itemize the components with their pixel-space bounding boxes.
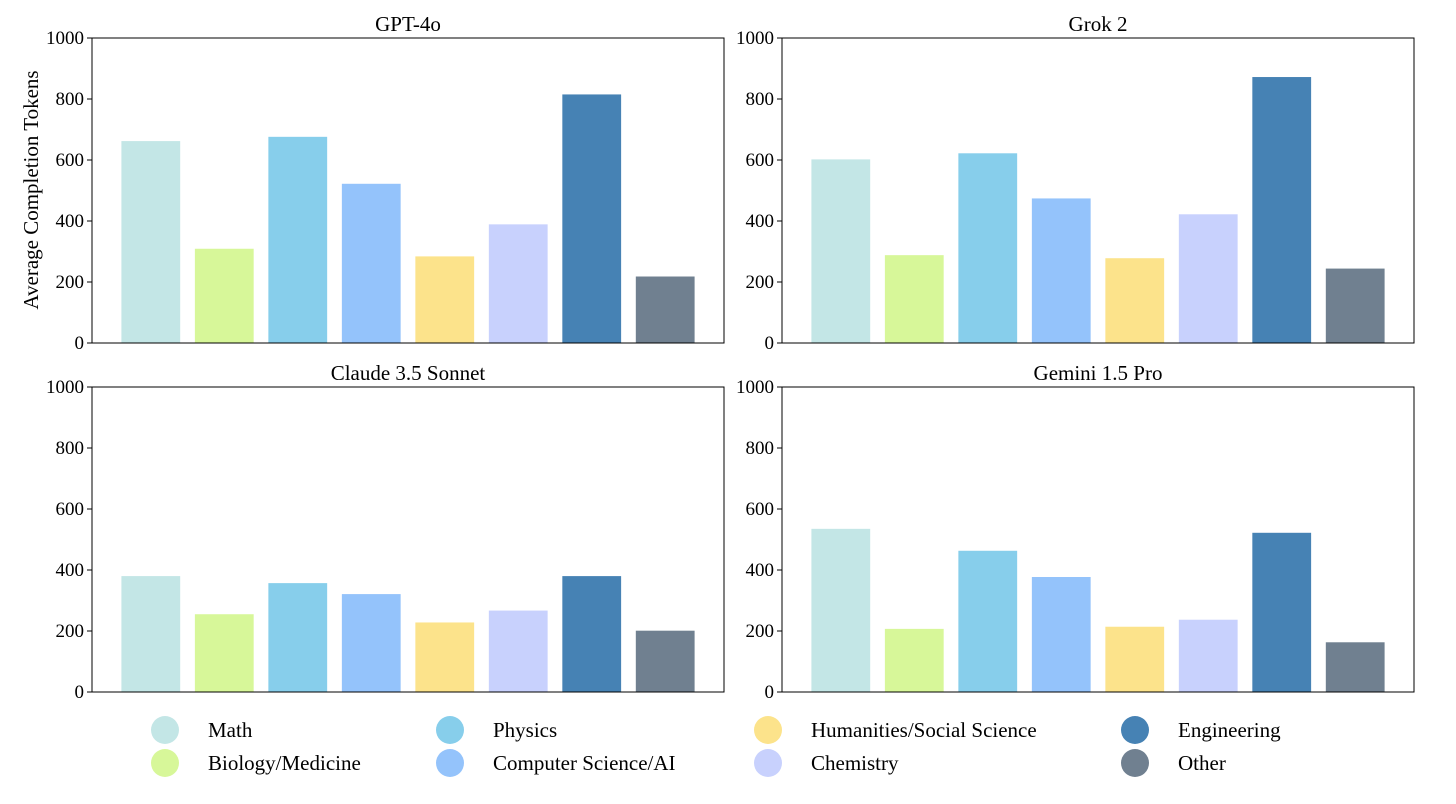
bar-chemistry	[1178, 619, 1238, 692]
y-tick-label: 600	[746, 499, 775, 520]
panel-claude-3-5-sonnet: 0 200 400 600 800 1000 Claude 3.5 Sonnet	[46, 361, 725, 703]
legend-item-other: Other	[1121, 749, 1226, 777]
bar-physics	[268, 583, 328, 692]
chart-title: GPT-4o	[375, 12, 441, 36]
legend-label: Math	[208, 718, 253, 742]
bar-math	[121, 141, 181, 343]
bar-chemistry	[488, 224, 548, 343]
y-tick-label: 200	[746, 621, 775, 642]
bar-biology-medicine	[194, 248, 254, 343]
bar-computer-science-ai	[341, 594, 401, 692]
bar-physics	[958, 550, 1018, 692]
legend-swatch	[436, 716, 464, 744]
legend-label: Engineering	[1178, 718, 1281, 742]
y-axis-label: Average Completion Tokens	[19, 70, 43, 309]
bar-engineering	[1252, 532, 1312, 692]
legend-swatch	[754, 749, 782, 777]
y-tick-label: 400	[56, 211, 85, 232]
bar-engineering	[1252, 77, 1312, 343]
plot-frame	[91, 37, 725, 344]
bar-other	[1325, 642, 1385, 692]
legend-item-computer-science-ai: Computer Science/AI	[436, 749, 676, 777]
y-tick-label: 600	[56, 499, 85, 520]
legend-label: Physics	[493, 718, 557, 742]
bar-engineering	[562, 94, 622, 344]
bar-other	[1325, 268, 1385, 343]
legend-label: Other	[1178, 751, 1226, 775]
y-tick-label: 400	[746, 211, 775, 232]
plot-frame	[781, 386, 1415, 693]
bar-computer-science-ai	[1031, 577, 1091, 692]
y-tick-label: 200	[56, 621, 85, 642]
legend-swatch	[151, 716, 179, 744]
legend-swatch	[754, 716, 782, 744]
y-tick-label: 600	[746, 150, 775, 171]
y-tick-label: 1000	[46, 377, 84, 398]
y-tick-label: 800	[746, 89, 775, 110]
y-tick-label: 1000	[736, 377, 774, 398]
panel-gpt-4o: 0 200 400 600 800 1000 GPT-4o	[46, 12, 725, 354]
bar-chemistry	[1178, 214, 1238, 343]
plot-frame	[781, 37, 1415, 344]
bar-math	[811, 528, 871, 692]
legend-item-chemistry: Chemistry	[754, 749, 899, 777]
bar-humanities-social-science	[1105, 258, 1165, 343]
y-tick-label: 0	[75, 682, 85, 703]
legend-item-engineering: Engineering	[1121, 716, 1281, 744]
y-tick-label: 200	[56, 272, 85, 293]
y-tick-label: 0	[765, 682, 775, 703]
legend-label: Computer Science/AI	[493, 751, 676, 775]
y-tick-label: 1000	[736, 28, 774, 49]
y-tick-label: 0	[75, 333, 85, 354]
chart-title: Claude 3.5 Sonnet	[331, 361, 486, 385]
y-tick-label: 800	[56, 438, 85, 459]
legend-swatch	[436, 749, 464, 777]
legend-swatch	[1121, 716, 1149, 744]
legend-label: Humanities/Social Science	[811, 718, 1037, 742]
bar-biology-medicine	[884, 628, 944, 692]
bar-biology-medicine	[194, 614, 254, 692]
y-tick-label: 800	[746, 438, 775, 459]
plot-frame	[91, 386, 725, 693]
bar-math	[121, 576, 181, 692]
legend-item-physics: Physics	[436, 716, 557, 744]
legend-swatch	[1121, 749, 1149, 777]
y-tick-label: 400	[56, 560, 85, 581]
legend: Math Biology/Medicine Physics Computer Scie…	[151, 716, 1281, 777]
panel-grok-2: 0 200 400 600 800 1000 Grok 2	[736, 12, 1415, 354]
bar-other	[635, 630, 695, 692]
y-tick-label: 200	[746, 272, 775, 293]
legend-item-humanities-social-science: Humanities/Social Science	[754, 716, 1037, 744]
chart-title: Grok 2	[1069, 12, 1128, 36]
bar-chemistry	[488, 610, 548, 692]
bar-computer-science-ai	[1031, 198, 1091, 343]
y-tick-label: 600	[56, 150, 85, 171]
legend-label: Biology/Medicine	[208, 751, 361, 775]
y-tick-label: 1000	[46, 28, 84, 49]
bar-math	[811, 159, 871, 343]
chart-panels: 0 200 400 600 800 1000 GPT-4o 0 200 400 600 800 1000…	[46, 12, 1415, 703]
bar-humanities-social-science	[415, 622, 475, 692]
y-tick-label: 400	[746, 560, 775, 581]
legend-swatch	[151, 749, 179, 777]
legend-item-biology-medicine: Biology/Medicine	[151, 749, 361, 777]
bar-physics	[958, 153, 1018, 343]
chart-title: Gemini 1.5 Pro	[1034, 361, 1163, 385]
bar-computer-science-ai	[341, 183, 401, 343]
bar-humanities-social-science	[415, 256, 475, 343]
y-tick-label: 800	[56, 89, 85, 110]
bar-humanities-social-science	[1105, 626, 1165, 692]
bar-biology-medicine	[884, 255, 944, 343]
legend-item-math: Math	[151, 716, 253, 744]
bar-engineering	[562, 576, 622, 692]
bar-other	[635, 276, 695, 343]
legend-label: Chemistry	[811, 751, 899, 775]
bar-physics	[268, 136, 328, 343]
panel-gemini-1-5-pro: 0 200 400 600 800 1000 Gemini 1.5 Pro	[736, 361, 1415, 703]
y-tick-label: 0	[765, 333, 775, 354]
